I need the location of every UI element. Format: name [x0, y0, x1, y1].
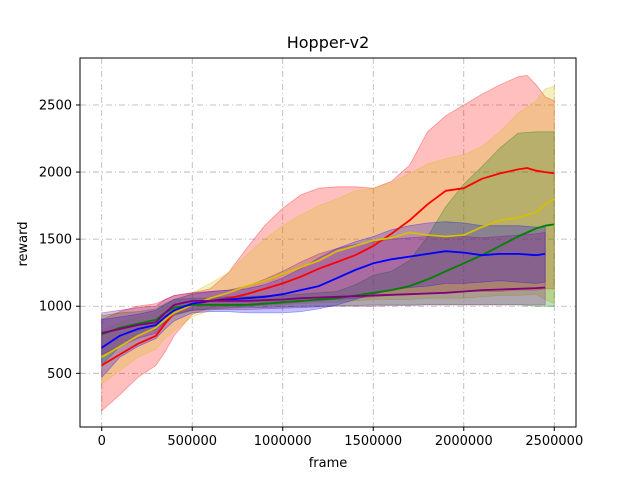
chart-title: Hopper-v2 [287, 33, 370, 52]
x-axis-label: frame [309, 456, 348, 471]
x-tick-label: 2500000 [525, 434, 583, 449]
series-1-mean-line [101, 198, 555, 358]
y-tick-label: 2000 [39, 166, 72, 181]
y-axis-label: reward [16, 221, 31, 266]
axes-frame [79, 57, 577, 428]
x-tick-label: 2000000 [435, 434, 493, 449]
series-2-band [101, 131, 555, 367]
series-2-mean-line [101, 223, 555, 336]
x-tick-label: 1000000 [254, 434, 312, 449]
series-4-mean-line [101, 286, 546, 334]
series-3-mean-line [101, 250, 546, 349]
y-tick-label: 500 [47, 367, 72, 382]
x-tick-label: 1500000 [344, 434, 402, 449]
series-1-band [101, 85, 555, 385]
series-0-mean-line [101, 167, 555, 367]
y-tick-label: 1000 [39, 300, 72, 315]
y-tick-label: 2500 [39, 98, 72, 113]
plot-area [80, 58, 576, 427]
series-0-band [101, 74, 555, 412]
x-tick-label: 0 [98, 434, 106, 449]
y-tick-label: 1500 [39, 233, 72, 248]
x-tick-label: 500000 [167, 434, 217, 449]
